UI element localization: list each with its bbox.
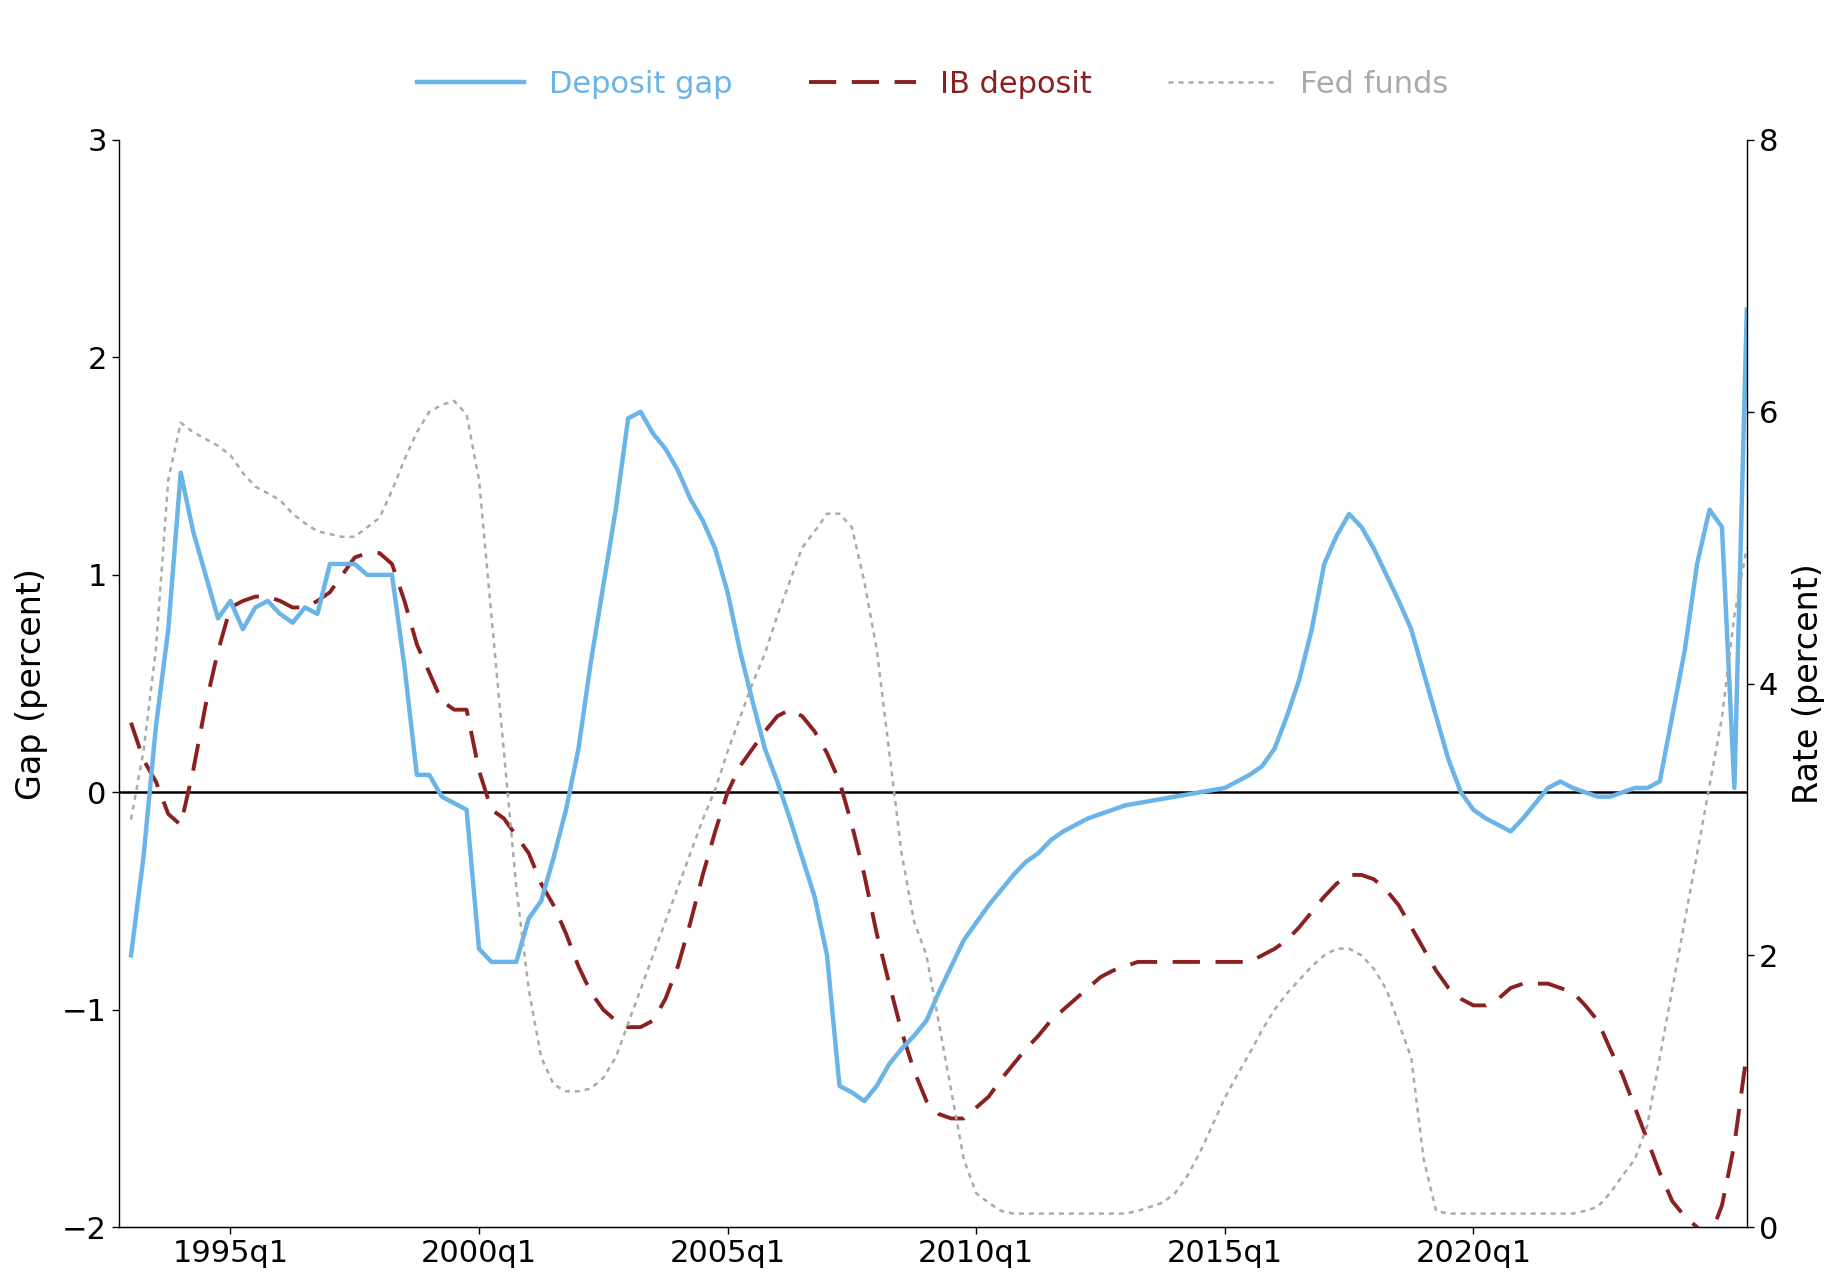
Y-axis label: Rate (percent): Rate (percent) <box>1791 563 1824 804</box>
Legend: Deposit gap, IB deposit, Fed funds: Deposit gap, IB deposit, Fed funds <box>405 58 1460 110</box>
Y-axis label: Gap (percent): Gap (percent) <box>15 567 48 799</box>
